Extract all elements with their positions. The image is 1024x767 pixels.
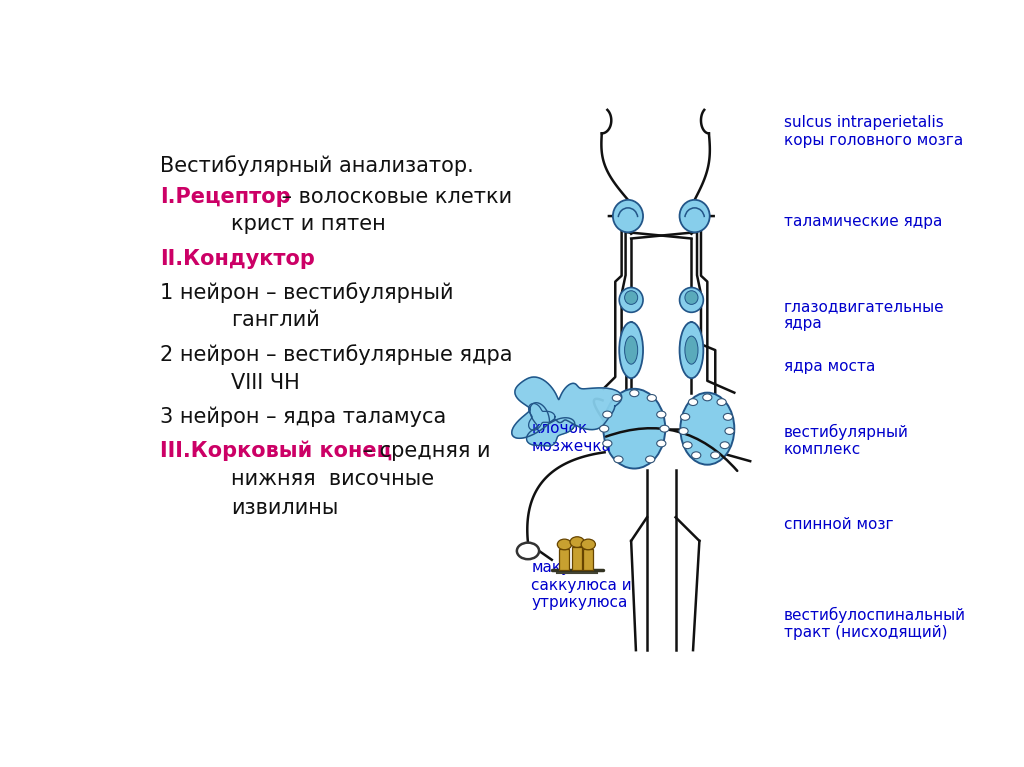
Text: тракт (нисходящий): тракт (нисходящий) — [783, 625, 947, 640]
Text: II.Кондуктор: II.Кондуктор — [160, 249, 314, 268]
Circle shape — [612, 394, 622, 401]
Circle shape — [691, 452, 700, 459]
Ellipse shape — [620, 288, 643, 312]
Bar — [583, 549, 593, 571]
Circle shape — [717, 399, 726, 406]
Circle shape — [725, 428, 734, 434]
Text: макулы: макулы — [531, 560, 592, 575]
Text: III.Корковый конец: III.Корковый конец — [160, 441, 392, 462]
Ellipse shape — [625, 291, 638, 304]
Ellipse shape — [685, 336, 698, 364]
Text: ядра: ядра — [783, 316, 822, 331]
Text: – волосковые клетки: – волосковые клетки — [274, 187, 512, 207]
Ellipse shape — [603, 389, 666, 469]
Text: мозжечка: мозжечка — [531, 439, 611, 454]
Circle shape — [645, 456, 654, 463]
Circle shape — [603, 440, 612, 447]
Ellipse shape — [680, 322, 703, 378]
Text: вестибулярный: вестибулярный — [783, 423, 908, 439]
Text: спинной мозг: спинной мозг — [783, 517, 893, 532]
Text: коры головного мозга: коры головного мозга — [783, 133, 963, 148]
Text: комплекс: комплекс — [783, 442, 861, 457]
Text: I.Рецептор: I.Рецептор — [160, 187, 291, 207]
Circle shape — [630, 390, 639, 397]
Circle shape — [723, 413, 732, 420]
Text: утрикулюса: утрикулюса — [531, 595, 628, 611]
Text: 1 нейрон – вестибулярный: 1 нейрон – вестибулярный — [160, 282, 454, 303]
Text: – средняя и: – средняя и — [355, 441, 490, 461]
Circle shape — [679, 428, 688, 434]
Ellipse shape — [685, 291, 698, 304]
Text: Вестибулярный анализатор.: Вестибулярный анализатор. — [160, 156, 473, 176]
FancyBboxPatch shape — [123, 88, 927, 686]
Circle shape — [600, 425, 608, 432]
Text: VIII ЧН: VIII ЧН — [231, 374, 300, 393]
Text: крист и пятен: крист и пятен — [231, 214, 386, 235]
Ellipse shape — [680, 393, 734, 465]
Polygon shape — [528, 403, 555, 430]
Ellipse shape — [613, 200, 643, 232]
Bar — [559, 549, 569, 571]
Ellipse shape — [680, 288, 703, 312]
Text: вестибулоспинальный: вестибулоспинальный — [783, 607, 966, 623]
Text: ганглий: ганглий — [231, 310, 319, 330]
Ellipse shape — [557, 539, 571, 550]
Circle shape — [603, 411, 612, 418]
Ellipse shape — [680, 200, 710, 232]
Circle shape — [688, 399, 697, 406]
Text: саккулюса и: саккулюса и — [531, 578, 632, 593]
Ellipse shape — [625, 336, 638, 364]
Circle shape — [683, 442, 692, 449]
Circle shape — [711, 452, 720, 459]
Text: извилины: извилины — [231, 498, 339, 518]
Text: 2 нейрон – вестибулярные ядра: 2 нейрон – вестибулярные ядра — [160, 344, 512, 364]
Circle shape — [656, 440, 666, 447]
Ellipse shape — [582, 539, 595, 550]
Circle shape — [720, 442, 729, 449]
Text: sulcus intraperietalis: sulcus intraperietalis — [783, 115, 943, 130]
Circle shape — [656, 411, 666, 418]
Text: глазодвигательные: глазодвигательные — [783, 300, 944, 314]
Text: клочок: клочок — [531, 421, 588, 436]
Text: 3 нейрон – ядра таламуса: 3 нейрон – ядра таламуса — [160, 407, 446, 427]
Polygon shape — [526, 403, 574, 446]
Ellipse shape — [620, 322, 643, 378]
Text: нижняя  височные: нижняя височные — [231, 469, 434, 489]
Polygon shape — [512, 377, 622, 438]
Circle shape — [613, 456, 623, 463]
Text: ядра моста: ядра моста — [783, 359, 874, 374]
Circle shape — [517, 543, 539, 559]
Circle shape — [647, 394, 656, 401]
Ellipse shape — [570, 537, 585, 548]
Circle shape — [681, 413, 690, 420]
Text: таламические ядра: таламические ядра — [783, 215, 942, 229]
Circle shape — [702, 394, 712, 401]
Bar — [571, 547, 582, 571]
Circle shape — [659, 425, 669, 432]
